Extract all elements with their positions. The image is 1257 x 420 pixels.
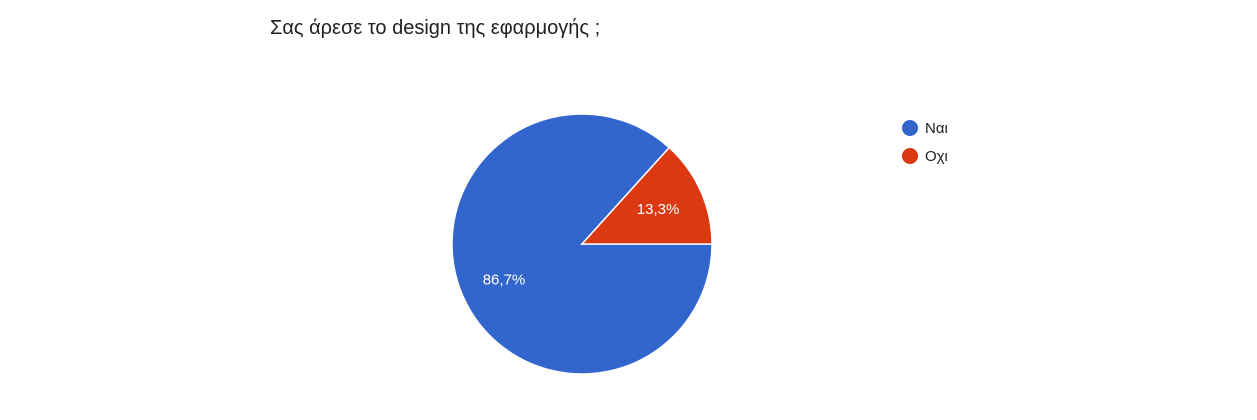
legend-label-nai: Ναι	[925, 119, 948, 137]
legend-item-ochi[interactable]: Οχι	[902, 142, 948, 170]
pie-label-nai: 86,7%	[483, 271, 526, 288]
legend-swatch-ochi	[902, 148, 918, 164]
legend-item-nai[interactable]: Ναι	[902, 114, 948, 142]
legend-swatch-nai	[902, 120, 918, 136]
chart-title: Σας άρεσε το design της εφαρμογής ;	[270, 17, 601, 39]
legend: Ναι Οχι	[902, 114, 948, 170]
legend-label-ochi: Οχι	[925, 147, 948, 165]
pie-slice-ochi[interactable]	[580, 146, 713, 245]
pie-label-ochi: 13,3%	[637, 201, 680, 218]
